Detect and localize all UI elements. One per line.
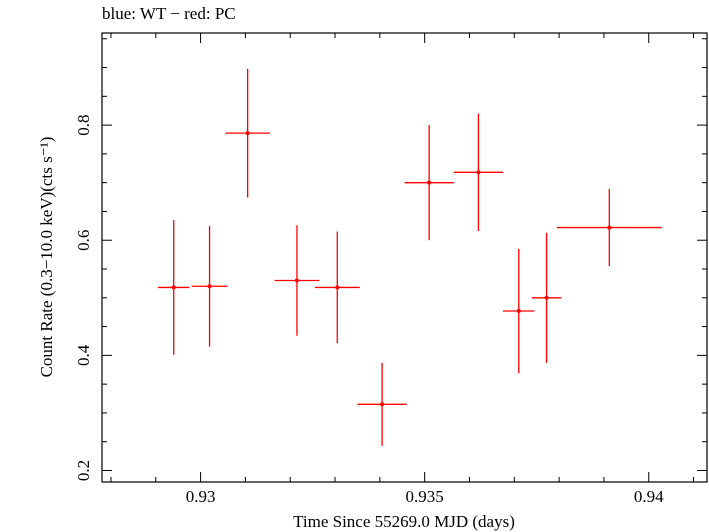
data-point xyxy=(158,220,190,355)
plot-frame xyxy=(101,32,708,483)
data-marker xyxy=(294,278,299,283)
data-marker xyxy=(427,180,432,185)
data-points xyxy=(158,68,662,446)
y-tick-label: 0.8 xyxy=(74,114,93,135)
y-tick-label: 0.2 xyxy=(74,460,93,481)
data-point xyxy=(357,362,407,446)
data-point xyxy=(503,248,535,374)
data-marker xyxy=(380,402,385,407)
y-tick-label: 0.4 xyxy=(74,344,93,366)
data-marker xyxy=(335,285,340,290)
data-marker xyxy=(607,225,612,230)
data-point xyxy=(314,231,360,344)
data-point xyxy=(453,113,504,232)
data-point xyxy=(274,225,320,336)
data-marker xyxy=(516,309,521,314)
data-point xyxy=(191,225,228,347)
y-axis-label: Count Rate (0.3−10.0 keV)(cts s⁻¹) xyxy=(37,137,56,378)
y-tick-label: 0.6 xyxy=(74,230,93,251)
x-axis-label: Time Since 55269.0 MJD (days) xyxy=(293,512,515,531)
data-point xyxy=(404,125,454,241)
x-tick-label: 0.93 xyxy=(186,487,216,506)
data-marker xyxy=(544,295,549,300)
data-marker xyxy=(245,131,250,136)
x-tick-label: 0.94 xyxy=(634,487,664,506)
data-point xyxy=(225,68,271,198)
x-tick-label: 0.935 xyxy=(406,487,444,506)
chart-title: blue: WT − red: PC xyxy=(102,4,236,23)
data-marker xyxy=(207,284,212,289)
data-marker xyxy=(476,170,481,175)
data-point xyxy=(531,232,562,363)
axis-ticks: 0.93 0.935 0.94 0.2 0.4 0.6 0.8 xyxy=(74,33,707,506)
data-point xyxy=(556,188,662,267)
data-marker xyxy=(171,285,176,290)
